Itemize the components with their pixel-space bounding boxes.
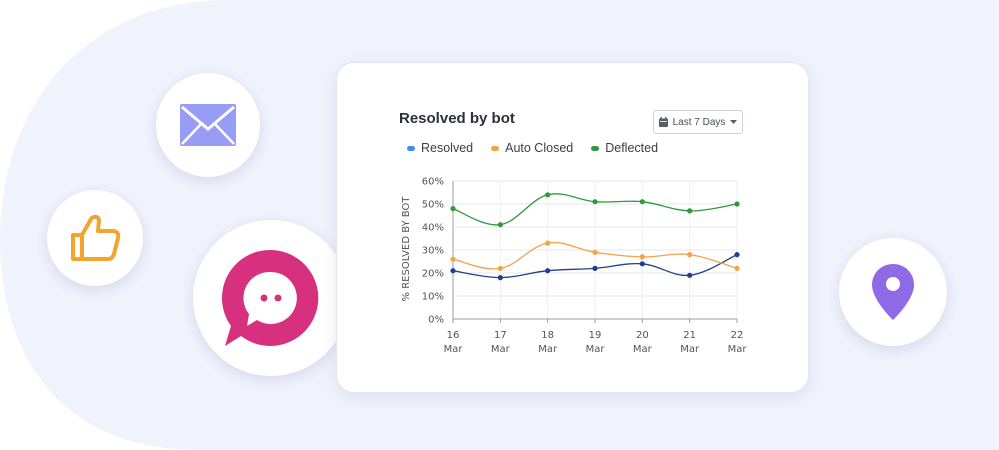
data-point-auto-closed[interactable] <box>497 265 503 271</box>
calendar-icon <box>658 117 668 127</box>
x-tick-label-month: Mar <box>538 344 558 355</box>
data-point-resolved[interactable] <box>545 268 551 274</box>
data-point-resolved[interactable] <box>687 272 693 278</box>
legend-item-resolved[interactable]: Resolved <box>407 141 473 155</box>
chart-title: Resolved by bot <box>399 110 515 127</box>
chat-bubble-icon <box>221 249 319 346</box>
legend-item-deflected[interactable]: Deflected <box>591 141 658 155</box>
data-point-deflected[interactable] <box>592 199 598 205</box>
x-tick-label-day: 19 <box>589 330 602 341</box>
data-point-deflected[interactable] <box>639 199 645 205</box>
data-point-deflected[interactable] <box>545 192 551 198</box>
location-pin-icon <box>872 264 914 320</box>
x-tick-label-day: 20 <box>636 330 649 341</box>
data-point-auto-closed[interactable] <box>450 256 456 262</box>
feedback-circle <box>47 190 143 286</box>
data-point-deflected[interactable] <box>687 208 693 214</box>
chat-channel-circle <box>193 220 349 376</box>
date-range-label: Last 7 Days <box>672 116 726 128</box>
data-point-auto-closed[interactable] <box>545 240 551 246</box>
x-tick-label-day: 21 <box>683 330 696 341</box>
legend-marker-deflected <box>591 145 600 151</box>
y-axis-title: % RESOLVED BY BOT <box>401 196 412 302</box>
chart-card: Resolved by bot Last 7 Days Resolved Aut… <box>336 62 809 393</box>
legend-label-resolved: Resolved <box>421 141 474 155</box>
y-tick-label: 20% <box>422 269 444 280</box>
data-point-resolved[interactable] <box>450 268 456 274</box>
data-point-deflected[interactable] <box>734 201 740 207</box>
x-tick-label-month: Mar <box>491 344 511 355</box>
caret-down-icon <box>730 120 738 124</box>
y-tick-label: 0% <box>428 315 444 326</box>
y-tick-label: 10% <box>422 292 444 303</box>
data-point-resolved[interactable] <box>734 252 740 258</box>
x-tick-label-day: 16 <box>447 330 460 341</box>
date-range-dropdown[interactable]: Last 7 Days <box>653 110 743 134</box>
y-tick-label: 30% <box>422 246 444 257</box>
x-tick-label-day: 22 <box>731 330 744 341</box>
data-point-auto-closed[interactable] <box>592 249 598 255</box>
y-tick-label: 40% <box>422 223 444 234</box>
data-point-auto-closed[interactable] <box>639 254 645 260</box>
legend-item-auto-closed[interactable]: Auto Closed <box>491 141 573 155</box>
email-channel-circle <box>156 73 260 177</box>
data-point-resolved[interactable] <box>497 275 503 281</box>
data-point-deflected[interactable] <box>450 206 456 212</box>
x-tick-label-month: Mar <box>444 344 464 355</box>
data-point-resolved[interactable] <box>592 265 598 271</box>
location-circle <box>839 238 947 346</box>
data-point-resolved[interactable] <box>639 261 645 267</box>
chart-legend: Resolved Auto Closed Deflected <box>407 141 658 155</box>
legend-label-deflected: Deflected <box>605 141 659 155</box>
data-point-deflected[interactable] <box>497 222 503 228</box>
x-tick-label-day: 18 <box>541 330 554 341</box>
thumbs-up-icon <box>71 214 121 261</box>
x-tick-label-month: Mar <box>728 344 748 355</box>
x-tick-label-month: Mar <box>586 344 606 355</box>
y-tick-label: 50% <box>422 200 444 211</box>
x-tick-label-day: 17 <box>494 330 507 341</box>
y-tick-label: 60% <box>422 177 444 188</box>
legend-label-auto-closed: Auto Closed <box>505 141 574 155</box>
legend-marker-resolved <box>407 145 415 151</box>
envelope-icon <box>180 104 236 146</box>
legend-marker-auto-closed <box>491 145 500 151</box>
x-tick-label-month: Mar <box>680 344 700 355</box>
x-tick-label-month: Mar <box>633 344 653 355</box>
data-point-auto-closed[interactable] <box>687 252 693 258</box>
line-chart: 0% 10% 20% 30% 40% 50% 60% 16 Mar 17 Mar 18 Mar 19 Mar… <box>401 177 748 356</box>
data-point-auto-closed[interactable] <box>734 265 740 271</box>
